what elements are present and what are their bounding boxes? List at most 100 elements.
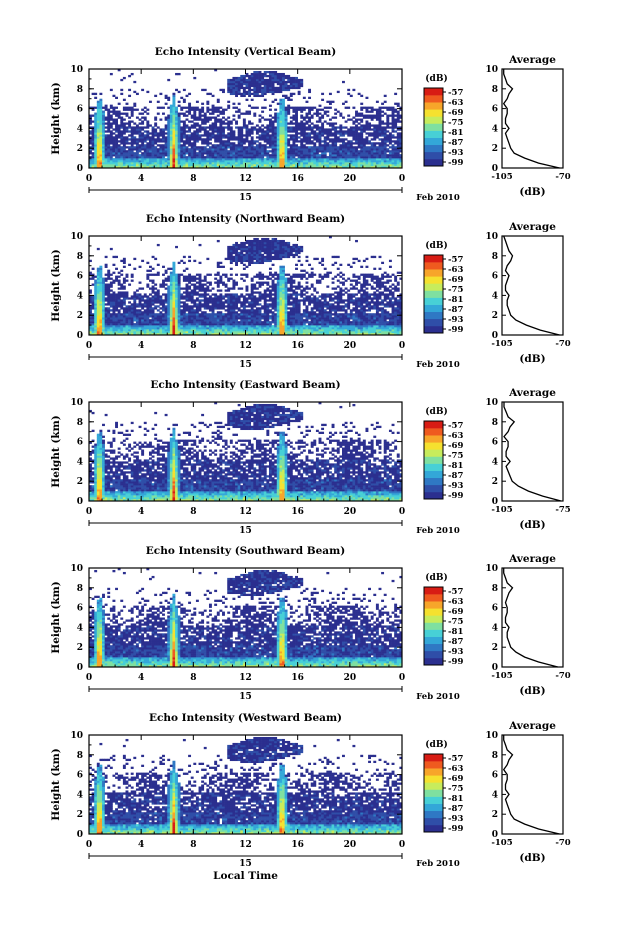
heatmap-cell [130,275,134,278]
heatmap-cell [96,122,100,125]
heatmap-cell [388,122,392,125]
heatmap-cell [334,132,338,135]
heatmap-cell [274,76,278,80]
heatmap-cell [143,305,147,308]
heatmap-cell [297,132,301,135]
heatmap-cell [94,299,98,302]
heatmap-cell [89,116,92,119]
heatmap-cell [141,122,145,125]
heatmap-cell [182,144,186,147]
heatmap-cell [130,120,134,123]
heatmap-cell [91,164,95,167]
heatmap-cell [321,134,325,137]
heatmap-cell [237,126,241,129]
heatmap-cell [268,156,272,159]
heatmap-cell [328,132,332,135]
heatmap-cell [190,333,194,336]
heatmap-cell [258,120,262,123]
heatmap-cell [203,140,207,143]
heatmap-cell [89,156,92,159]
heatmap-cell [151,273,155,276]
heatmap-cell [373,146,377,149]
heatmap-cell [237,259,241,263]
heatmap-cell [222,319,225,322]
heatmap-cell [224,285,228,288]
heatmap-cell [232,281,236,284]
heatmap-cell [159,140,163,143]
heatmap-cell [370,124,374,127]
heatmap-cell [107,309,111,312]
heatmap-cell [339,140,343,143]
heatmap-cell [195,307,199,310]
heatmap-cell [188,333,192,336]
heatmap-cell [175,106,178,109]
heatmap-cell [169,126,173,129]
heatmap-cell [263,152,267,155]
heatmap-cell [289,162,293,165]
heatmap-cell [112,110,116,113]
heatmap-cell [195,166,199,169]
heatmap-cell [357,154,361,157]
heatmap-cell [138,146,142,149]
heatmap-cell [211,94,215,98]
heatmap-cell [222,90,225,94]
heatmap-cell [274,88,278,92]
heatmap-cell [167,164,171,167]
heatmap-cell [211,156,215,159]
heatmap-cell [342,152,345,155]
heatmap-cell [370,150,374,153]
heatmap-cell [94,148,98,151]
heatmap-cell [271,146,275,149]
heatmap-cell [287,166,291,169]
heatmap-cell [282,110,285,113]
heatmap-cell [154,299,158,302]
heatmap-cell [102,158,105,161]
heatmap-cell [282,148,285,151]
heatmap-cell [206,327,210,330]
heatmap-cell [227,90,231,94]
heatmap-cell [396,112,400,115]
heatmap-cell [169,319,173,322]
heatmap-cell [258,78,262,82]
heatmap-cell [339,124,343,127]
heatmap-cell [302,148,306,151]
heatmap-cell [182,279,186,282]
heatmap-cell [219,281,223,284]
heatmap-cell [229,82,233,86]
heatmap-cell [185,297,189,300]
heatmap-cell [342,80,345,84]
x-tick-label: 4 [138,174,144,184]
heatmap-cell [156,305,160,308]
heatmap-cell [162,156,165,159]
heatmap-cell [91,128,95,131]
heatmap-cell [198,327,202,330]
heatmap-cell [237,307,241,310]
heatmap-cell [198,128,202,131]
heatmap-cell [245,134,249,137]
heatmap-cell [222,273,225,276]
heatmap-cell [208,126,212,129]
heatmap-cell [219,148,223,151]
heatmap-cell [326,110,330,113]
heatmap-cell [261,72,265,76]
heatmap-cell [182,126,186,129]
heatmap-cell [154,307,158,310]
heatmap-cell [227,325,231,328]
heatmap-cell [242,142,246,145]
heatmap-cell [253,126,257,129]
heatmap-cell [175,287,178,290]
heatmap-cell [318,108,322,111]
heatmap-cell [146,305,150,308]
heatmap-cell [355,132,358,135]
heatmap-cell [232,86,236,90]
heatmap-cell [182,152,186,155]
heatmap-cell [282,154,285,157]
heatmap-cell [268,90,272,94]
heatmap-cell [169,297,173,300]
heatmap-cell [182,275,186,278]
heatmap-cell [255,106,259,109]
heatmap-cell [117,309,121,312]
heatmap-cell [344,132,348,135]
heatmap-cell [120,162,124,165]
heatmap-cell [284,112,288,115]
